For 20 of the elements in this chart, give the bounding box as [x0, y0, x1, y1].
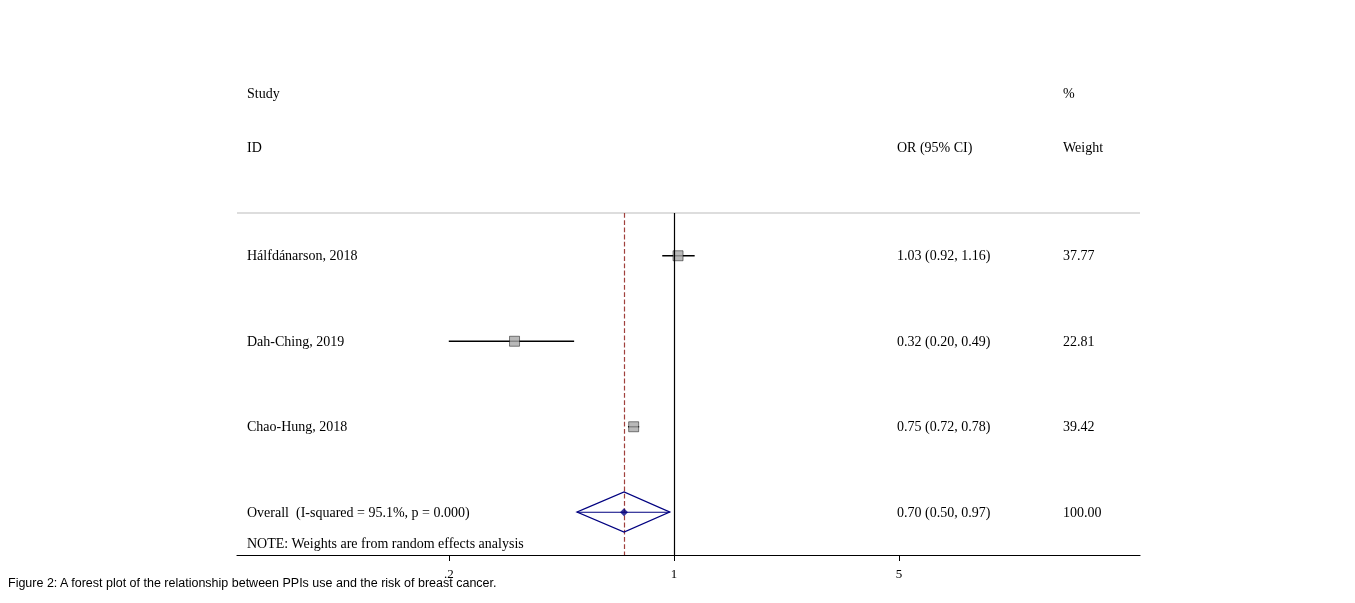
y-tick-label: Chao-Hung, 2018	[247, 419, 348, 435]
text: ID	[247, 139, 262, 155]
annotation: 1.03 (0.92, 1.16)	[897, 248, 991, 265]
y-tick-label: Hálfdánarson, 2018	[247, 248, 358, 264]
text: Weight	[1063, 139, 1104, 155]
annotation: 0.32 (0.20, 0.49)	[897, 333, 991, 350]
annotation: NOTE: Weights are from random effects analysis	[247, 535, 524, 551]
annotation: 22.81	[1063, 333, 1095, 349]
text: OR (95% CI)	[897, 139, 973, 156]
x-tick-label: 1	[670, 566, 678, 581]
annotation: 37.77	[1063, 248, 1095, 264]
annotation: 0.70 (0.50, 0.97)	[897, 504, 991, 521]
text: %	[1063, 85, 1075, 101]
annotation: 100.00	[1063, 504, 1102, 520]
x-tick-label: 5	[895, 566, 903, 581]
annotation: 39.42	[1063, 419, 1095, 435]
annotation: 0.75 (0.72, 0.78)	[897, 419, 991, 436]
text: Study	[247, 85, 280, 101]
y-tick-label: Dah-Ching, 2019	[247, 333, 345, 349]
y-tick-label: Overall (I-squared = 95.1%, p = 0.000)	[247, 504, 470, 521]
